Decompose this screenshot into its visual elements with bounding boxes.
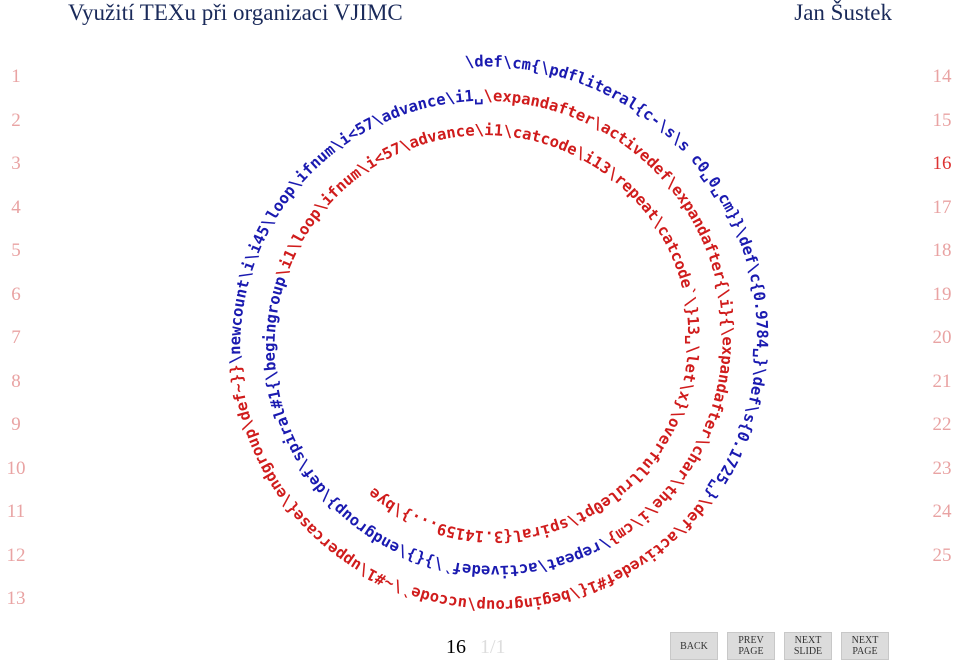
line-number[interactable]: 17 [932,196,952,218]
line-number[interactable]: 3 [11,153,21,174]
button-label: PAGE [852,646,878,657]
code-segment: \i1\loop\ifnum\i<57\advance\i1\catcode\i… [273,121,703,546]
line-number[interactable]: 19 [932,283,952,305]
line-number[interactable]: 18 [932,240,952,261]
line-number[interactable]: 10 [6,457,26,479]
nav-button[interactable]: NEXT SLIDE [784,632,832,660]
line-number[interactable]: 4 [11,196,21,218]
line-number[interactable]: 6 [11,283,21,305]
slide-title: Využití TEXu při organizaci VJIMC [68,0,403,25]
button-label: NEXT [851,635,879,646]
line-number[interactable]: 13 [6,588,26,609]
page-number: 16 [446,636,466,658]
line-number[interactable]: 8 [11,370,21,392]
nav-button[interactable]: PREV PAGE [727,632,775,660]
button-label: PREV [738,635,764,646]
line-number[interactable]: 7 [11,327,21,348]
spiral-text: \def\cm{\pdfliteral{c-\s\s c0␣0␣cm}}\def… [226,52,771,614]
button-label: NEXT [794,635,822,646]
line-number[interactable]: 12 [6,544,26,566]
line-number[interactable]: 2 [11,109,21,131]
line-number[interactable]: 23 [932,457,952,479]
line-number[interactable]: 25 [932,544,952,566]
nav-button[interactable]: BACK [670,632,718,660]
nav-button[interactable]: NEXT PAGE [841,632,889,660]
page-total: 1/1 [480,636,506,658]
line-number[interactable]: 22 [932,414,952,435]
line-number[interactable]: 14 [932,66,952,87]
line-number[interactable]: 16 [932,153,952,174]
button-label: PAGE [738,646,764,657]
line-number[interactable]: 9 [11,414,21,435]
button-label: BACK [680,640,708,652]
button-label: SLIDE [793,646,823,657]
line-number[interactable]: 21 [932,370,952,392]
line-number[interactable]: 20 [932,327,952,348]
line-number[interactable]: 11 [6,501,26,522]
line-number[interactable]: 1 [11,66,21,87]
author: Jan Šustek [794,0,892,25]
line-number[interactable]: 24 [932,501,952,522]
line-number[interactable]: 5 [11,240,21,261]
line-number[interactable]: 15 [932,109,952,131]
